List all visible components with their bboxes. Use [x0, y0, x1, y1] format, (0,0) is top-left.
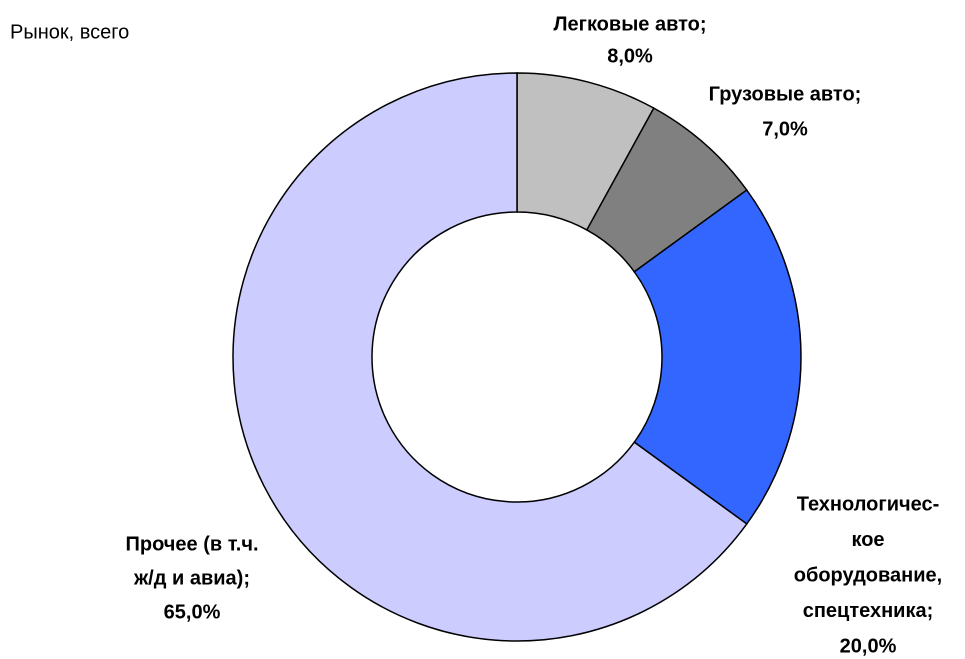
- slice-label: спецтехника;: [803, 600, 934, 622]
- slice-label: Грузовые авто;: [709, 83, 862, 105]
- value-label: 20,0%: [840, 635, 897, 657]
- value-label: 65,0%: [164, 601, 221, 623]
- donut-slice: [633, 189, 802, 525]
- slice-label: ж/д и авиа);: [133, 567, 250, 589]
- slice-label: кое: [851, 529, 884, 551]
- slice-label: Легковые авто;: [553, 13, 706, 35]
- slice-label: Технологичес-: [797, 493, 940, 515]
- slice-label: Прочее (в т.ч.: [126, 533, 259, 555]
- chart-title: Рынок, всего: [10, 21, 129, 43]
- value-label: 8,0%: [607, 45, 653, 67]
- donut-slice: [232, 72, 748, 642]
- slice-label: оборудование,: [794, 564, 943, 586]
- value-label: 7,0%: [762, 118, 808, 140]
